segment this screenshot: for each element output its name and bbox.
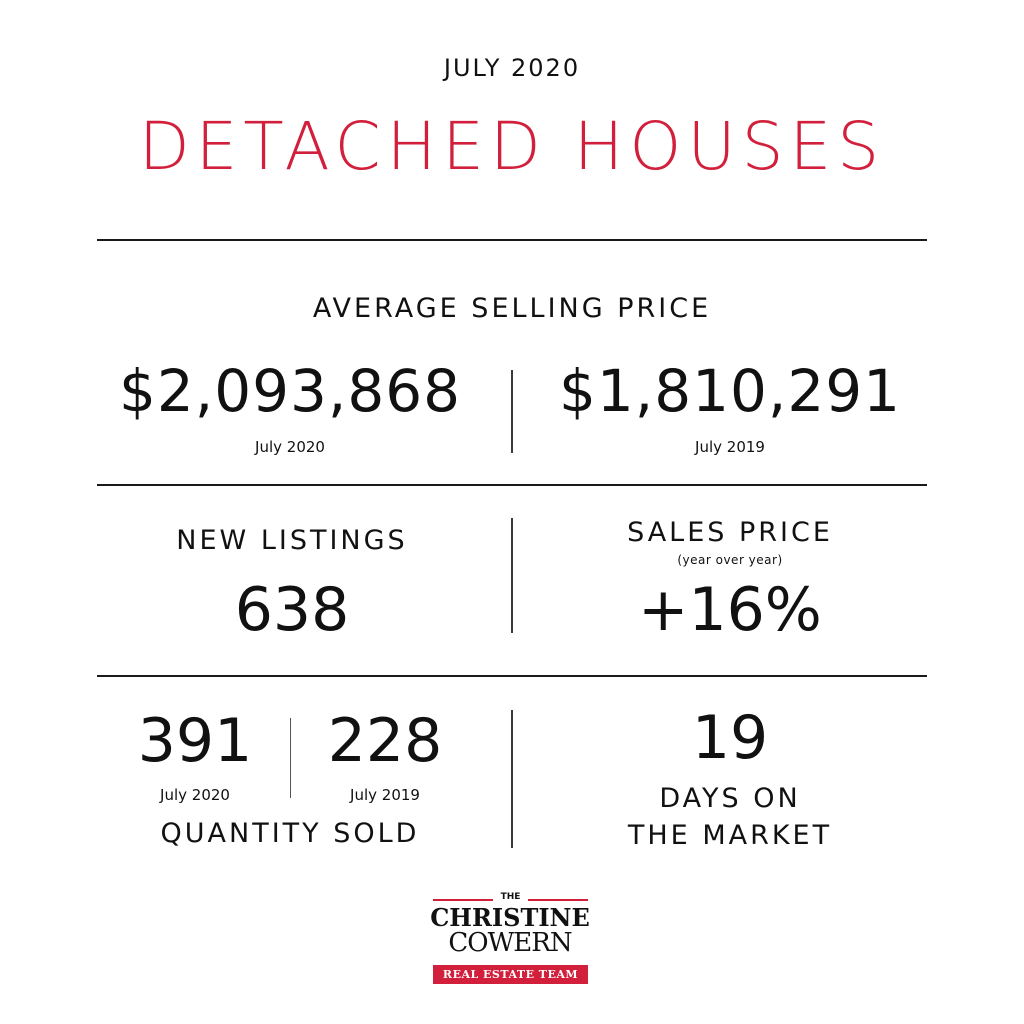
quantity-sold-previous-period: July 2019 (350, 786, 420, 804)
new-listings-label: NEW LISTINGS (176, 525, 408, 556)
report-month: JULY 2020 (443, 54, 581, 82)
divider-bottom (97, 675, 927, 677)
avg-price-previous-value: $1,810,291 (558, 357, 902, 425)
listings-separator (511, 518, 513, 633)
avg-price-current-period: July 2020 (255, 438, 325, 456)
days-on-market-label-line2: THE MARKET (627, 820, 833, 851)
days-on-market-value: 19 (691, 703, 769, 773)
sales-price-note: (year over year) (677, 553, 783, 567)
avg-price-separator (511, 370, 513, 453)
logo-the: THE (500, 892, 521, 902)
quantity-sold-previous-value: 228 (327, 706, 443, 776)
avg-price-current-value: $2,093,868 (118, 357, 462, 425)
new-listings-value: 638 (234, 575, 350, 645)
average-selling-price-label: AVERAGE SELLING PRICE (312, 293, 712, 324)
quantity-sold-separator (290, 718, 291, 798)
logo-rule-right (528, 899, 588, 901)
divider-middle (97, 484, 927, 486)
sales-price-change-value: +16% (638, 575, 822, 645)
bottom-separator (511, 710, 513, 848)
divider-top (97, 239, 927, 241)
logo-tagline: REAL ESTATE TEAM (433, 965, 588, 984)
logo-name-line1: CHRISTINE (430, 903, 590, 932)
sales-price-label: SALES PRICE (627, 517, 833, 548)
quantity-sold-label: QUANTITY SOLD (160, 818, 420, 849)
logo-the-row: THE (433, 892, 588, 907)
days-on-market-label-line1: DAYS ON (659, 783, 801, 814)
logo-name-line2: COWERN (448, 928, 572, 958)
page-title: DETACHED HOUSES (138, 108, 886, 185)
logo-rule-left (433, 899, 493, 901)
quantity-sold-current-period: July 2020 (160, 786, 230, 804)
avg-price-previous-period: July 2019 (695, 438, 765, 456)
quantity-sold-current-value: 391 (137, 706, 253, 776)
